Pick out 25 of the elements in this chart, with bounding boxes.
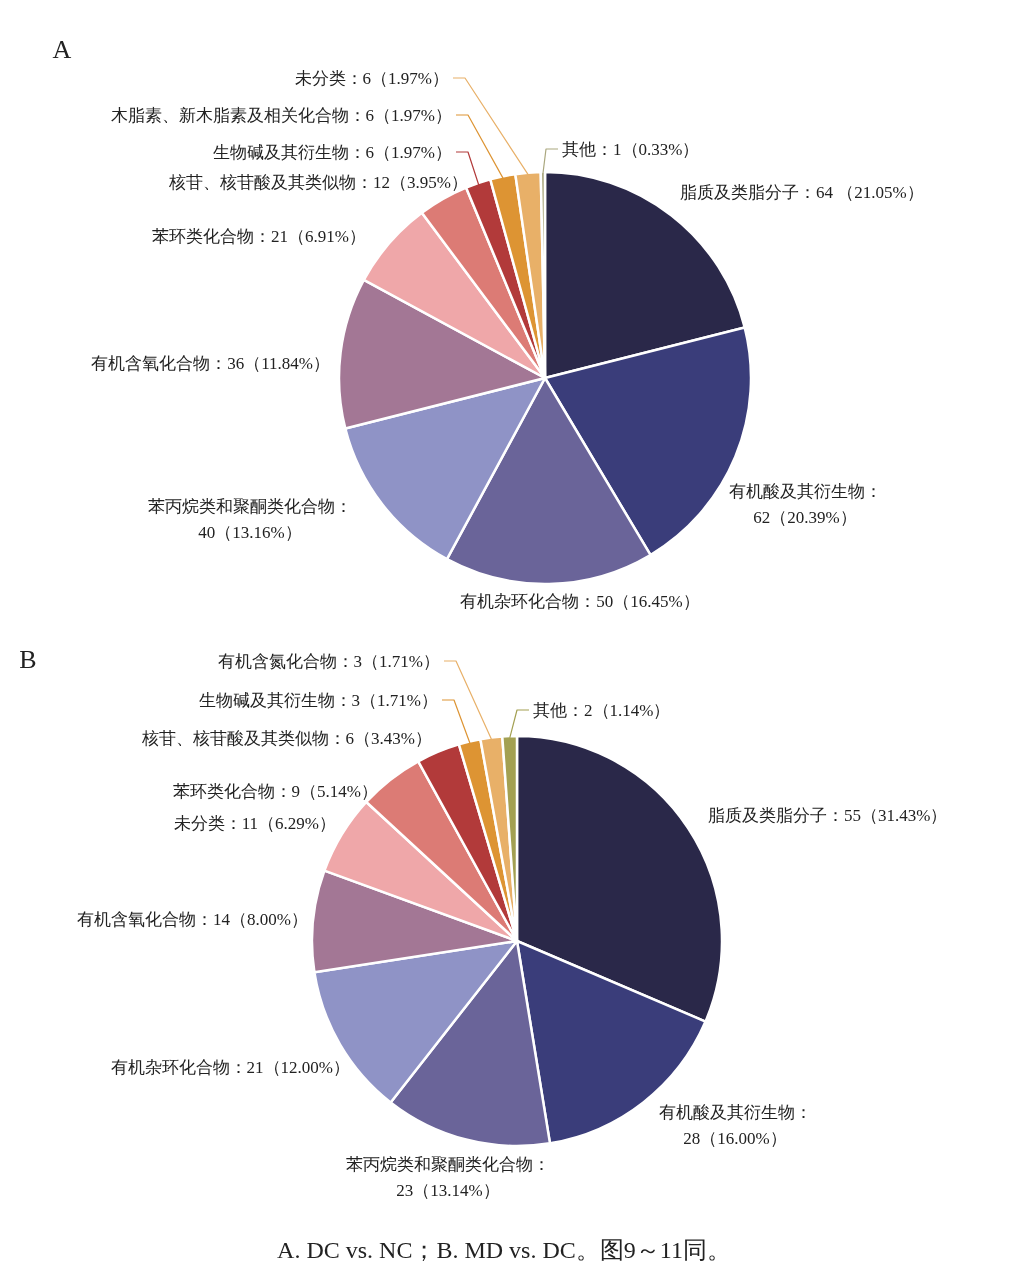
slice-label: 未分类：11（6.29%）: [173, 814, 336, 833]
slice-label: 生物碱及其衍生物：3（1.71%）: [198, 691, 438, 710]
slice-label: 木脂素、新木脂素及相关化合物：6（1.97%）: [110, 106, 452, 125]
slice-label: 有机含氧化合物：14（8.00%）: [77, 910, 308, 929]
slice-label: 苯丙烷类和聚酮类化合物： 23（13.14%）: [346, 1155, 550, 1200]
chart-title: B: [19, 645, 37, 674]
slice-label: 有机杂环化合物：50（16.45%）: [460, 592, 700, 611]
slice-label: 核苷、核苷酸及其类似物：6（3.43%）: [140, 729, 432, 748]
slice-label: 有机含氧化合物：36（11.84%）: [91, 354, 330, 373]
slice-label: 苯环类化合物：9（5.14%）: [172, 782, 378, 801]
slice-label: 有机含氮化合物：3（1.71%）: [217, 652, 440, 671]
slice-label: 有机酸及其衍生物： 28（16.00%）: [658, 1103, 812, 1148]
slice-label: 其他：1（0.33%）: [562, 140, 700, 159]
slice-label: 有机杂环化合物：21（12.00%）: [110, 1058, 350, 1077]
slice-label: 生物碱及其衍生物：6（1.97%）: [212, 143, 452, 162]
chart-title: A: [52, 35, 72, 64]
slice-label: 脂质及类脂分子：55（31.43%）: [708, 806, 948, 825]
slice-label: 苯丙烷类和聚酮类化合物： 40（13.16%）: [148, 497, 352, 542]
slice-label: 有机酸及其衍生物： 62（20.39%）: [728, 482, 882, 527]
slice-label: 脂质及类脂分子：64 （21.05%）: [680, 183, 924, 202]
slice-label: 未分类：6（1.97%）: [294, 69, 449, 88]
slice-label: 其他：2（1.14%）: [533, 701, 671, 720]
text: A. DC vs. NC；B. MD vs. DC。图9～11同。: [277, 1237, 731, 1263]
slice-label: 核苷、核苷酸及其类似物：12（3.95%）: [168, 173, 468, 192]
slice-label: 苯环类化合物：21（6.91%）: [152, 227, 366, 246]
